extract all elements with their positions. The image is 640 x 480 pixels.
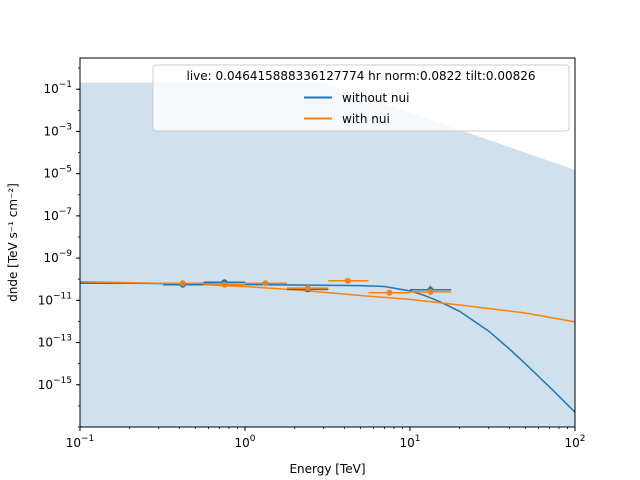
point-marker [304, 285, 311, 292]
point-marker [262, 280, 269, 287]
flux-point-with-nui-10 [410, 288, 452, 295]
y-tick-label: 10−11 [38, 291, 72, 307]
y-tick-label: 10−9 [43, 249, 72, 265]
x-tick-label: 102 [564, 434, 585, 450]
confidence-band [80, 82, 575, 428]
y-tick-label: 10−1 [43, 80, 72, 96]
plot-frame [79, 57, 576, 428]
x-axis-label: Energy [TeV] [289, 462, 365, 476]
y-tick-label: 10−5 [43, 165, 72, 181]
legend-label-with-nui: with nui [342, 112, 390, 126]
flux-point-with-nui-4 [163, 280, 204, 287]
x-tick-label: 101 [399, 434, 420, 450]
flux-point-with-nui-6 [245, 280, 288, 287]
x-tick-label: 10−1 [66, 434, 95, 450]
y-axis-label: dnde [TeV s⁻¹ cm⁻²] [6, 183, 20, 302]
x-axis-ticks: 10−1 100 101 102 [66, 427, 586, 450]
x-tick-label: 100 [234, 434, 255, 450]
legend-box [152, 64, 570, 132]
flux-points [163, 277, 452, 296]
y-tick-label: 10−13 [38, 334, 72, 350]
point-marker [221, 281, 228, 288]
band-area [80, 82, 575, 428]
legend-title: live: 0.046415888336127774 hr norm:0.082… [186, 69, 535, 83]
point-marker [427, 288, 434, 295]
y-tick-label: 10−7 [43, 207, 72, 223]
point-marker [386, 289, 393, 296]
point-marker [344, 277, 351, 284]
flux-point-with-nui-7 [287, 285, 329, 292]
y-axis-ticks: 10−15 10−13 10−11 10−9 10−7 10−5 10−3 10−1 [38, 67, 80, 428]
legend: live: 0.046415888336127774 hr norm:0.082… [152, 64, 570, 132]
y-tick-label: 10−3 [43, 122, 72, 138]
flux-point-with-nui-5 [203, 281, 245, 288]
flux-point-with-nui-8 [328, 277, 369, 284]
flux-point-with-nui-9 [368, 289, 410, 296]
legend-label-without-nui: without nui [342, 91, 409, 105]
point-marker [179, 280, 186, 287]
y-tick-label: 10−15 [38, 376, 72, 392]
